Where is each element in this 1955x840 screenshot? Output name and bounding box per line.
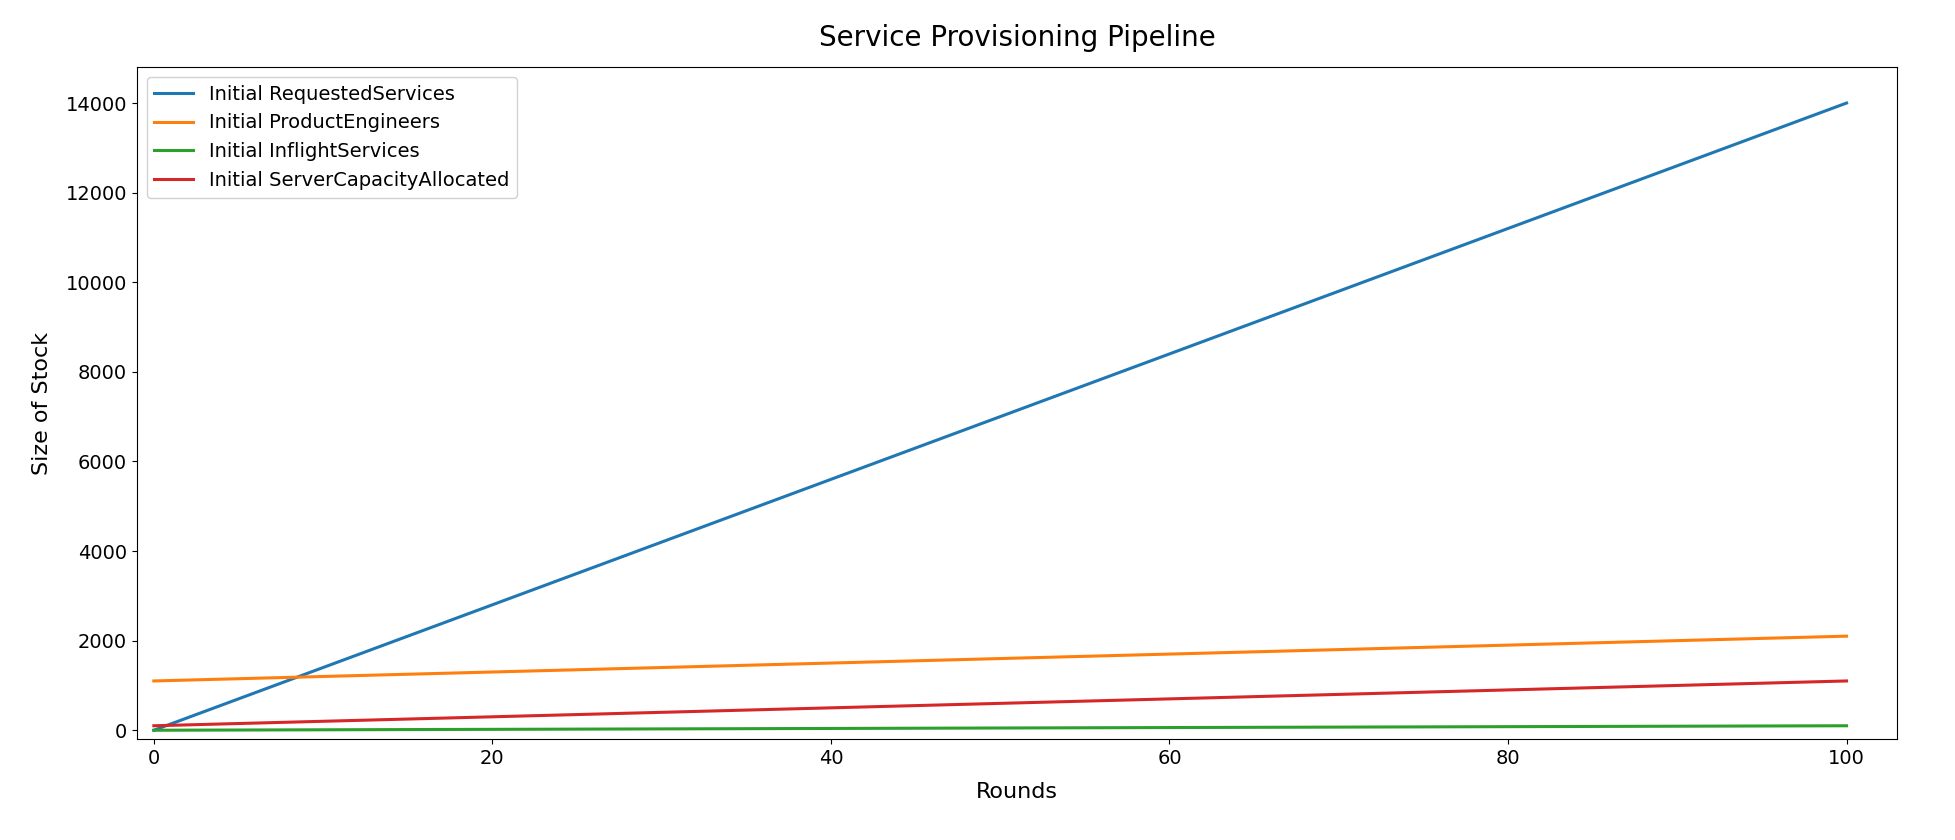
Initial ProductEngineers	[143, 676, 166, 686]
Initial ProductEngineers	[260, 673, 283, 683]
Initial ProductEngineers	[1325, 644, 1349, 654]
Initial ServerCapacityAllocated	[565, 710, 588, 720]
Initial InflightServices	[1325, 722, 1349, 732]
Initial InflightServices	[921, 723, 944, 733]
Initial InflightServices	[1834, 721, 1857, 731]
Line: Initial InflightServices: Initial InflightServices	[154, 726, 1846, 730]
Initial ServerCapacityAllocated	[1412, 687, 1435, 697]
Initial ProductEngineers	[921, 655, 944, 665]
Initial ServerCapacityAllocated	[1834, 676, 1857, 686]
Initial ServerCapacityAllocated	[1157, 694, 1181, 704]
Initial InflightServices	[1157, 722, 1181, 732]
Initial ServerCapacityAllocated	[921, 700, 944, 710]
Initial ProductEngineers	[1412, 643, 1435, 653]
Initial ServerCapacityAllocated	[1325, 690, 1349, 700]
Initial InflightServices	[143, 725, 166, 735]
Initial ProductEngineers	[565, 664, 588, 675]
Initial ProductEngineers	[1157, 649, 1181, 659]
Line: Initial RequestedServices: Initial RequestedServices	[154, 103, 1846, 730]
Initial RequestedServices	[565, 569, 588, 579]
Initial ServerCapacityAllocated	[260, 717, 283, 727]
Y-axis label: Size of Stock: Size of Stock	[31, 332, 51, 475]
Line: Initial ServerCapacityAllocated: Initial ServerCapacityAllocated	[154, 681, 1846, 726]
Initial RequestedServices	[1412, 255, 1435, 265]
Initial RequestedServices	[1325, 286, 1349, 297]
Initial RequestedServices	[921, 437, 944, 447]
Initial RequestedServices	[143, 725, 166, 735]
Initial RequestedServices	[260, 681, 283, 691]
Initial ServerCapacityAllocated	[143, 721, 166, 731]
Initial InflightServices	[260, 725, 283, 735]
Initial RequestedServices	[1834, 98, 1857, 108]
Line: Initial ProductEngineers: Initial ProductEngineers	[154, 636, 1846, 681]
Initial InflightServices	[565, 724, 588, 734]
Initial RequestedServices	[1157, 349, 1181, 359]
Initial InflightServices	[1412, 722, 1435, 732]
X-axis label: Rounds: Rounds	[976, 782, 1058, 802]
Title: Service Provisioning Pipeline: Service Provisioning Pipeline	[819, 24, 1214, 52]
Initial ProductEngineers	[1834, 631, 1857, 641]
Legend: Initial RequestedServices, Initial ProductEngineers, Initial InflightServices, I: Initial RequestedServices, Initial Produ…	[147, 77, 516, 197]
